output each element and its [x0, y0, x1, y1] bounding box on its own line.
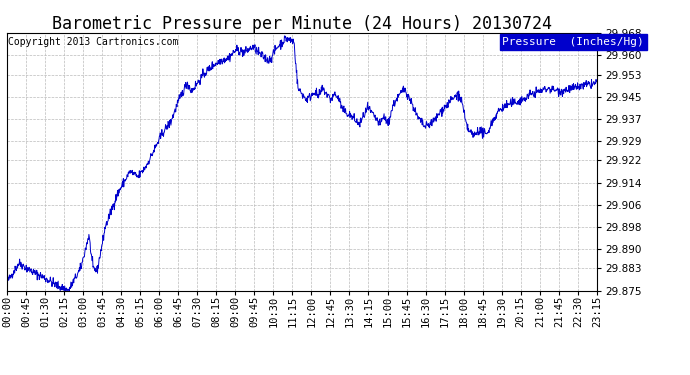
Text: Copyright 2013 Cartronics.com: Copyright 2013 Cartronics.com: [8, 37, 179, 47]
Text: Pressure  (Inches/Hg): Pressure (Inches/Hg): [502, 37, 644, 47]
Title: Barometric Pressure per Minute (24 Hours) 20130724: Barometric Pressure per Minute (24 Hours…: [52, 15, 552, 33]
